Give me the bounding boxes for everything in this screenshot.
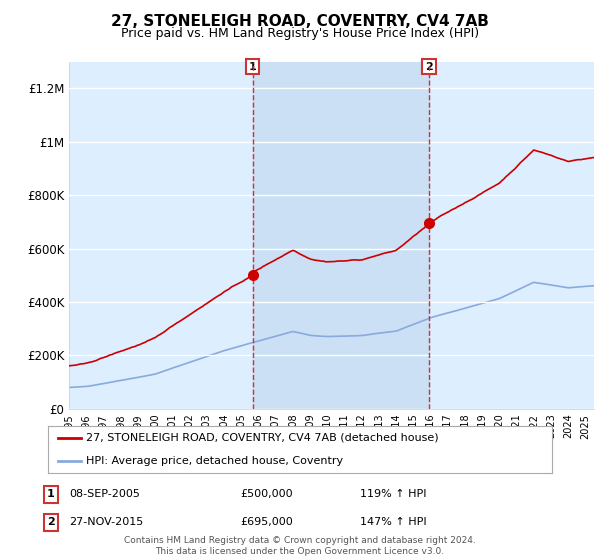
Text: 27, STONELEIGH ROAD, COVENTRY, CV4 7AB: 27, STONELEIGH ROAD, COVENTRY, CV4 7AB <box>111 14 489 29</box>
Text: 27, STONELEIGH ROAD, COVENTRY, CV4 7AB (detached house): 27, STONELEIGH ROAD, COVENTRY, CV4 7AB (… <box>86 432 439 442</box>
Text: 119% ↑ HPI: 119% ↑ HPI <box>360 489 427 500</box>
Bar <box>253 62 429 409</box>
Text: 147% ↑ HPI: 147% ↑ HPI <box>360 517 427 528</box>
Text: £500,000: £500,000 <box>240 489 293 500</box>
Text: 1: 1 <box>47 489 55 500</box>
Text: 27-NOV-2015: 27-NOV-2015 <box>69 517 143 528</box>
Text: £695,000: £695,000 <box>240 517 293 528</box>
Text: Price paid vs. HM Land Registry's House Price Index (HPI): Price paid vs. HM Land Registry's House … <box>121 27 479 40</box>
Text: HPI: Average price, detached house, Coventry: HPI: Average price, detached house, Cove… <box>86 456 343 466</box>
Text: 08-SEP-2005: 08-SEP-2005 <box>69 489 140 500</box>
Text: 2: 2 <box>47 517 55 528</box>
Text: 2: 2 <box>425 62 433 72</box>
Text: 1: 1 <box>249 62 256 72</box>
Text: Contains HM Land Registry data © Crown copyright and database right 2024.
This d: Contains HM Land Registry data © Crown c… <box>124 536 476 556</box>
